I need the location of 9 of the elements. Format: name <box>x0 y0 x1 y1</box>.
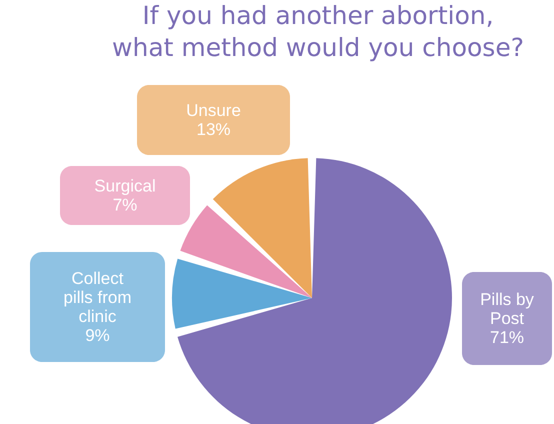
chart-title: If you had another abortion, what method would you choose? <box>112 1 524 62</box>
data-label: 7% <box>112 196 138 214</box>
data-label: 13% <box>196 120 231 139</box>
data-label: 9% <box>85 326 110 345</box>
slice-label: Unsure <box>186 101 241 120</box>
slice-label: Pills by Post <box>480 290 534 328</box>
slice-label: Collect pills from clinic <box>63 269 132 326</box>
slice-label: Surgical <box>94 176 156 196</box>
data-label: 71% <box>490 328 524 347</box>
